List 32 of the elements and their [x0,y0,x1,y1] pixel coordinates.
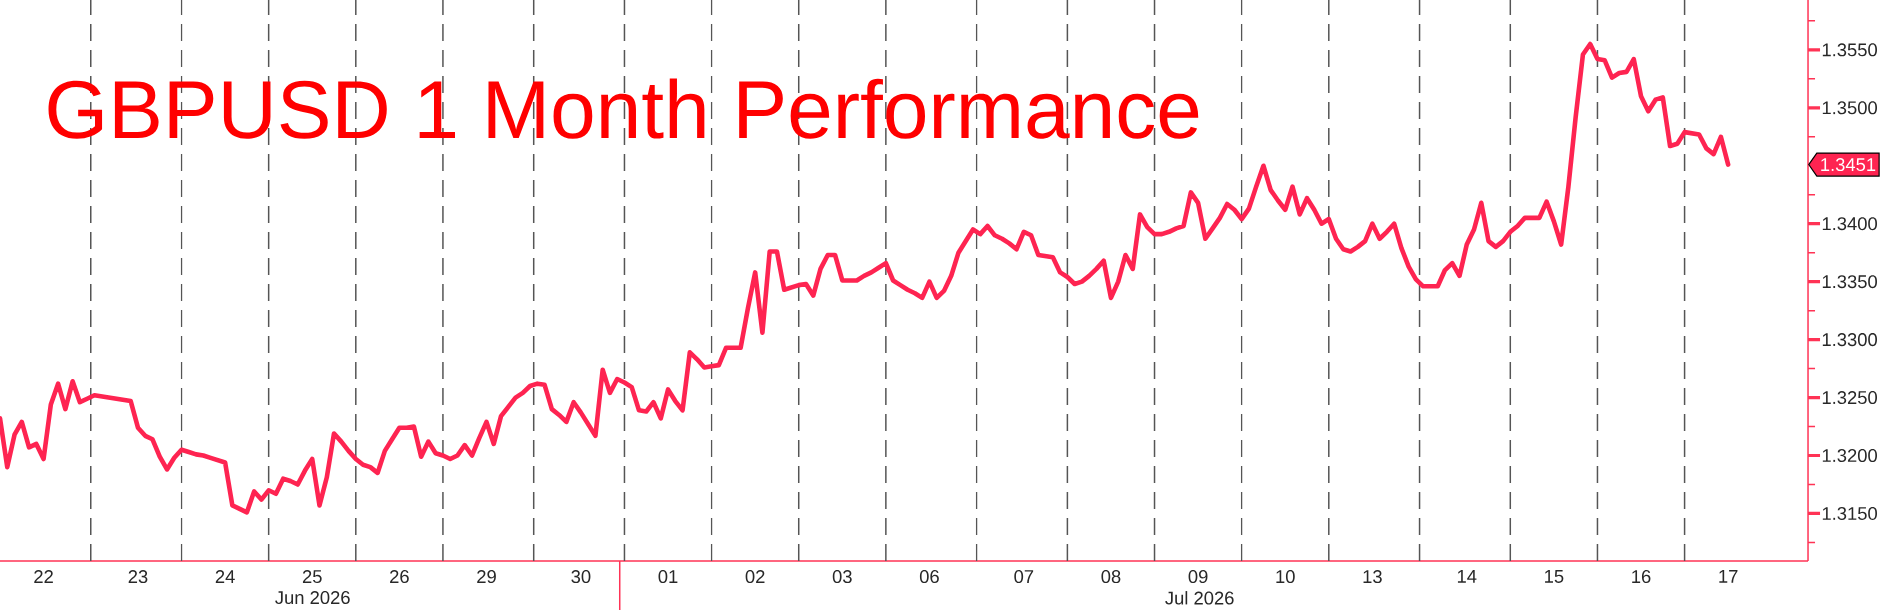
x-tick-label: 17 [1719,570,1738,583]
x-tick-label: 10 [1276,570,1295,584]
x-tick-label: 30 [571,570,591,584]
y-tick-label: 1.3400 [1822,217,1877,231]
y-tick-label: 1.3150 [1822,506,1877,520]
x-tick-label: 07 [1014,570,1034,584]
x-tick-label: 24 [215,570,235,583]
y-tick-label: 1.3200 [1822,448,1877,463]
x-tick-label: 26 [390,570,409,584]
y-tick-label: 1.3250 [1822,391,1877,405]
y-tick-label: 1.3350 [1822,275,1877,289]
x-tick-label: 03 [832,570,852,584]
x-tick-label: 15 [1545,570,1564,583]
x2-tick-label: Jul 2026 [1165,591,1234,605]
text: 1.3451 [1821,158,1876,172]
x-tick-label: 22 [34,570,53,583]
x-tick-label: 23 [128,570,148,584]
y-tick-label: 1.3300 [1822,333,1877,347]
x-tick-label: 13 [1363,570,1382,584]
x-tick-label: 16 [1632,570,1651,584]
x-tick-label: 01 [658,570,678,584]
x-tick-label: 29 [477,570,496,584]
x-tick-label: 02 [745,570,765,584]
text: GBPUSD 1 Month Performance [48,78,1199,139]
x2-tick-label: Jun 2026 [275,591,350,605]
x-tick-label: 14 [1457,570,1477,583]
x-tick-label: 08 [1101,570,1121,584]
y-tick-label: 1.3550 [1822,43,1877,57]
x-tick-label: 06 [919,570,939,584]
x-tick-label: 25 [302,570,322,584]
y-tick-label: 1.3500 [1822,101,1877,115]
x-tick-label: 09 [1188,570,1208,584]
